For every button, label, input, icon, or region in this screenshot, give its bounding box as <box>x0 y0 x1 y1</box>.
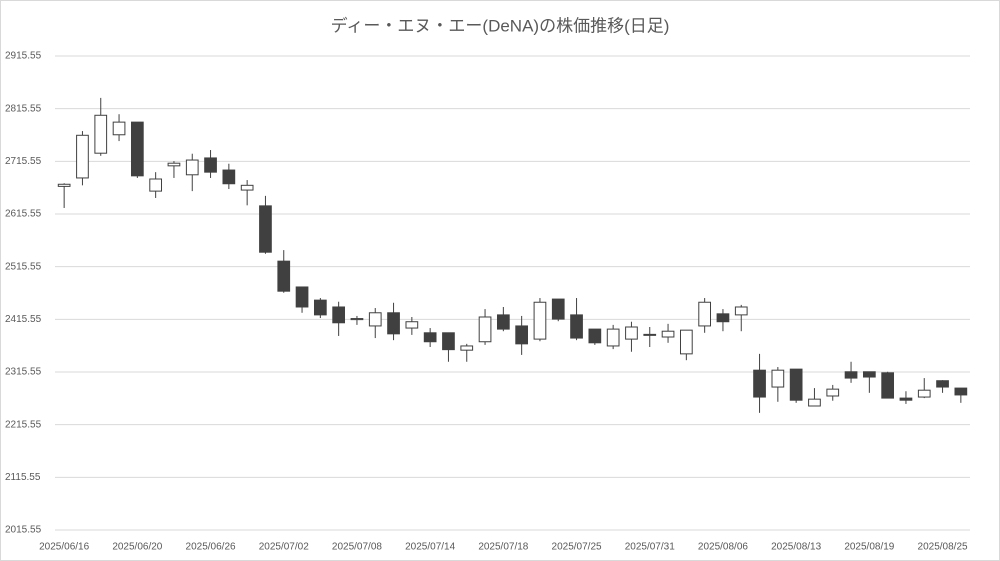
candle-body <box>570 314 583 339</box>
candle-body <box>734 306 748 316</box>
candle-body <box>442 332 455 351</box>
candle-body <box>76 134 89 179</box>
candle-body <box>643 333 657 336</box>
candle-body <box>698 301 712 327</box>
candle-body <box>259 205 272 253</box>
candle-body <box>917 389 931 398</box>
x-tick-label: 2025/08/25 <box>918 542 968 553</box>
candle-body <box>478 316 492 343</box>
candle-body <box>679 329 693 355</box>
x-tick-label: 2025/07/14 <box>405 542 455 553</box>
candle-body <box>844 371 858 379</box>
candle-body <box>588 328 602 344</box>
x-tick-label: 2025/06/26 <box>186 542 236 553</box>
candle-body <box>789 368 803 401</box>
candle-body <box>130 121 144 177</box>
candle-body <box>954 387 968 396</box>
candle-body <box>881 372 895 399</box>
candle-body <box>625 326 638 340</box>
y-tick-label: 2915.55 <box>5 51 42 62</box>
candle-body <box>350 318 364 321</box>
x-tick-label: 2025/07/02 <box>259 542 309 553</box>
candle-body <box>240 184 254 191</box>
candle-body <box>57 183 71 187</box>
y-tick-label: 2815.55 <box>5 103 42 114</box>
x-tick-label: 2025/06/20 <box>112 542 162 553</box>
candle-body <box>808 398 821 407</box>
x-tick-label: 2025/07/25 <box>552 542 602 553</box>
candle-body <box>222 169 236 185</box>
y-tick-label: 2015.55 <box>5 525 42 536</box>
y-tick-label: 2315.55 <box>5 367 42 378</box>
candle-body <box>826 388 840 397</box>
x-tick-label: 2025/07/18 <box>478 542 528 553</box>
candle-body <box>771 369 785 388</box>
candle-body <box>899 397 913 401</box>
candle-body <box>185 159 199 176</box>
candle-body <box>149 178 163 192</box>
candle-body <box>295 286 309 308</box>
candle-body <box>313 299 327 316</box>
y-tick-label: 2615.55 <box>5 209 42 220</box>
candle-body <box>753 369 766 398</box>
candle-body <box>515 325 529 345</box>
candle-body <box>661 330 675 338</box>
candle-body <box>277 260 291 292</box>
candle-body <box>112 121 126 136</box>
chart-title: ディー・エヌ・エー(DeNA)の株価推移(日足) <box>331 15 670 35</box>
y-tick-label: 2715.55 <box>5 156 42 167</box>
y-tick-label: 2415.55 <box>5 314 42 325</box>
candle-body <box>94 114 108 154</box>
candle-body <box>368 312 382 327</box>
candle-body <box>716 313 730 323</box>
x-tick-label: 2025/06/16 <box>39 542 89 553</box>
candle-body <box>496 314 510 330</box>
y-tick-label: 2215.55 <box>5 419 42 430</box>
candle-body <box>606 328 620 347</box>
candle-body <box>551 298 565 320</box>
y-tick-label: 2515.55 <box>5 261 42 272</box>
candle-body <box>533 301 547 340</box>
x-tick-label: 2025/07/08 <box>332 542 382 553</box>
x-tick-label: 2025/08/13 <box>771 542 821 553</box>
candle-body <box>167 162 181 167</box>
x-tick-label: 2025/07/31 <box>625 542 675 553</box>
x-tick-label: 2025/08/19 <box>844 542 894 553</box>
candle-body <box>405 321 419 329</box>
y-tick-label: 2115.55 <box>5 472 41 483</box>
candle-body <box>936 380 949 388</box>
x-tick-label: 2025/08/06 <box>698 542 748 553</box>
candle-body <box>460 345 474 351</box>
candle-body <box>332 306 346 324</box>
candle-body <box>204 157 217 173</box>
candle-body <box>862 371 876 378</box>
candle-body <box>387 312 400 335</box>
candle-body <box>423 332 437 343</box>
